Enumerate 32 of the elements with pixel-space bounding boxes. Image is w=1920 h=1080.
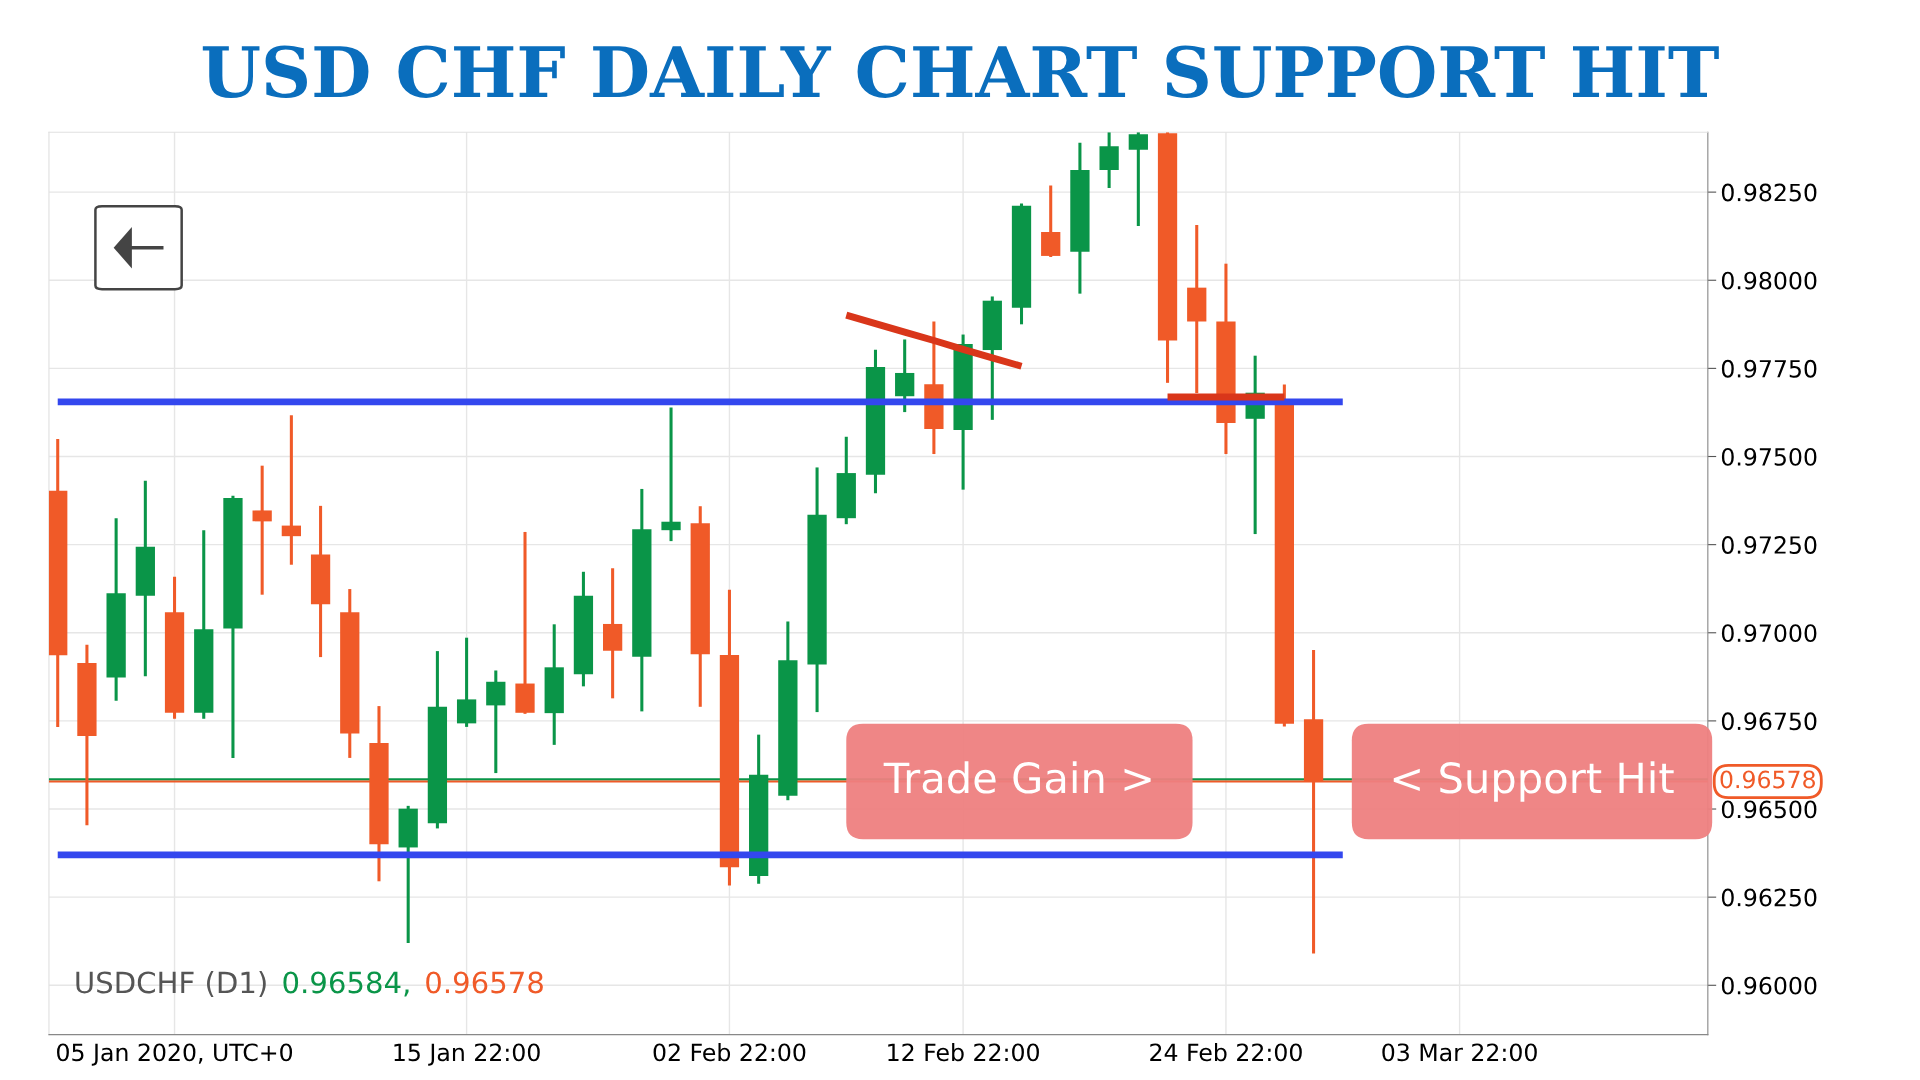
x-tick-label: 03 Mar 22:00 xyxy=(1382,1043,1537,1062)
candlestick xyxy=(486,670,506,775)
candlestick xyxy=(252,465,272,595)
y-tick-label: 0.96500 xyxy=(1721,800,1817,819)
ref-line-label: 0.96578 xyxy=(1720,770,1815,789)
y-tick-label: 0.96000 xyxy=(1721,976,1817,995)
annotation: Trade Gain > xyxy=(883,761,1151,794)
y-tick-label: 0.97000 xyxy=(1721,624,1817,643)
x-tick-label: 24 Feb 22:00 xyxy=(1150,1042,1302,1062)
candlestick xyxy=(661,407,681,543)
y-tick-label: 0.97750 xyxy=(1721,359,1817,378)
y-tick-label: 0.97500 xyxy=(1721,447,1817,466)
candlestick xyxy=(895,339,915,414)
x-tick-label: 12 Feb 22:00 xyxy=(888,1042,1039,1062)
annotation: < Support Hit xyxy=(1393,761,1674,802)
y-tick-label: 0.97250 xyxy=(1721,536,1817,554)
y-tick-label: 0.98250 xyxy=(1721,183,1817,202)
annotation: USDCHF (D1) xyxy=(76,970,266,997)
x-tick-label: 02 Feb 22:00 xyxy=(653,1042,806,1062)
candlestick xyxy=(1041,185,1061,257)
x-tick-label: 15 Jan 22:00 xyxy=(394,1043,540,1066)
annotation: 0.96578 xyxy=(426,971,543,994)
candlestick xyxy=(1128,132,1148,226)
candlestick xyxy=(281,415,301,565)
chart-title: USD CHF DAILY CHART SUPPORT HIT xyxy=(202,45,1719,98)
x-tick-label: 05 Jan 2020, UTC+0 xyxy=(57,1043,293,1066)
y-tick-label: 0.98000 xyxy=(1721,271,1817,290)
candlestick xyxy=(1099,132,1119,188)
y-tick-label: 0.96750 xyxy=(1721,712,1817,731)
annotation: 0.96584, xyxy=(283,971,409,997)
y-tick-label: 0.96250 xyxy=(1721,888,1817,907)
candlestick xyxy=(456,637,477,727)
